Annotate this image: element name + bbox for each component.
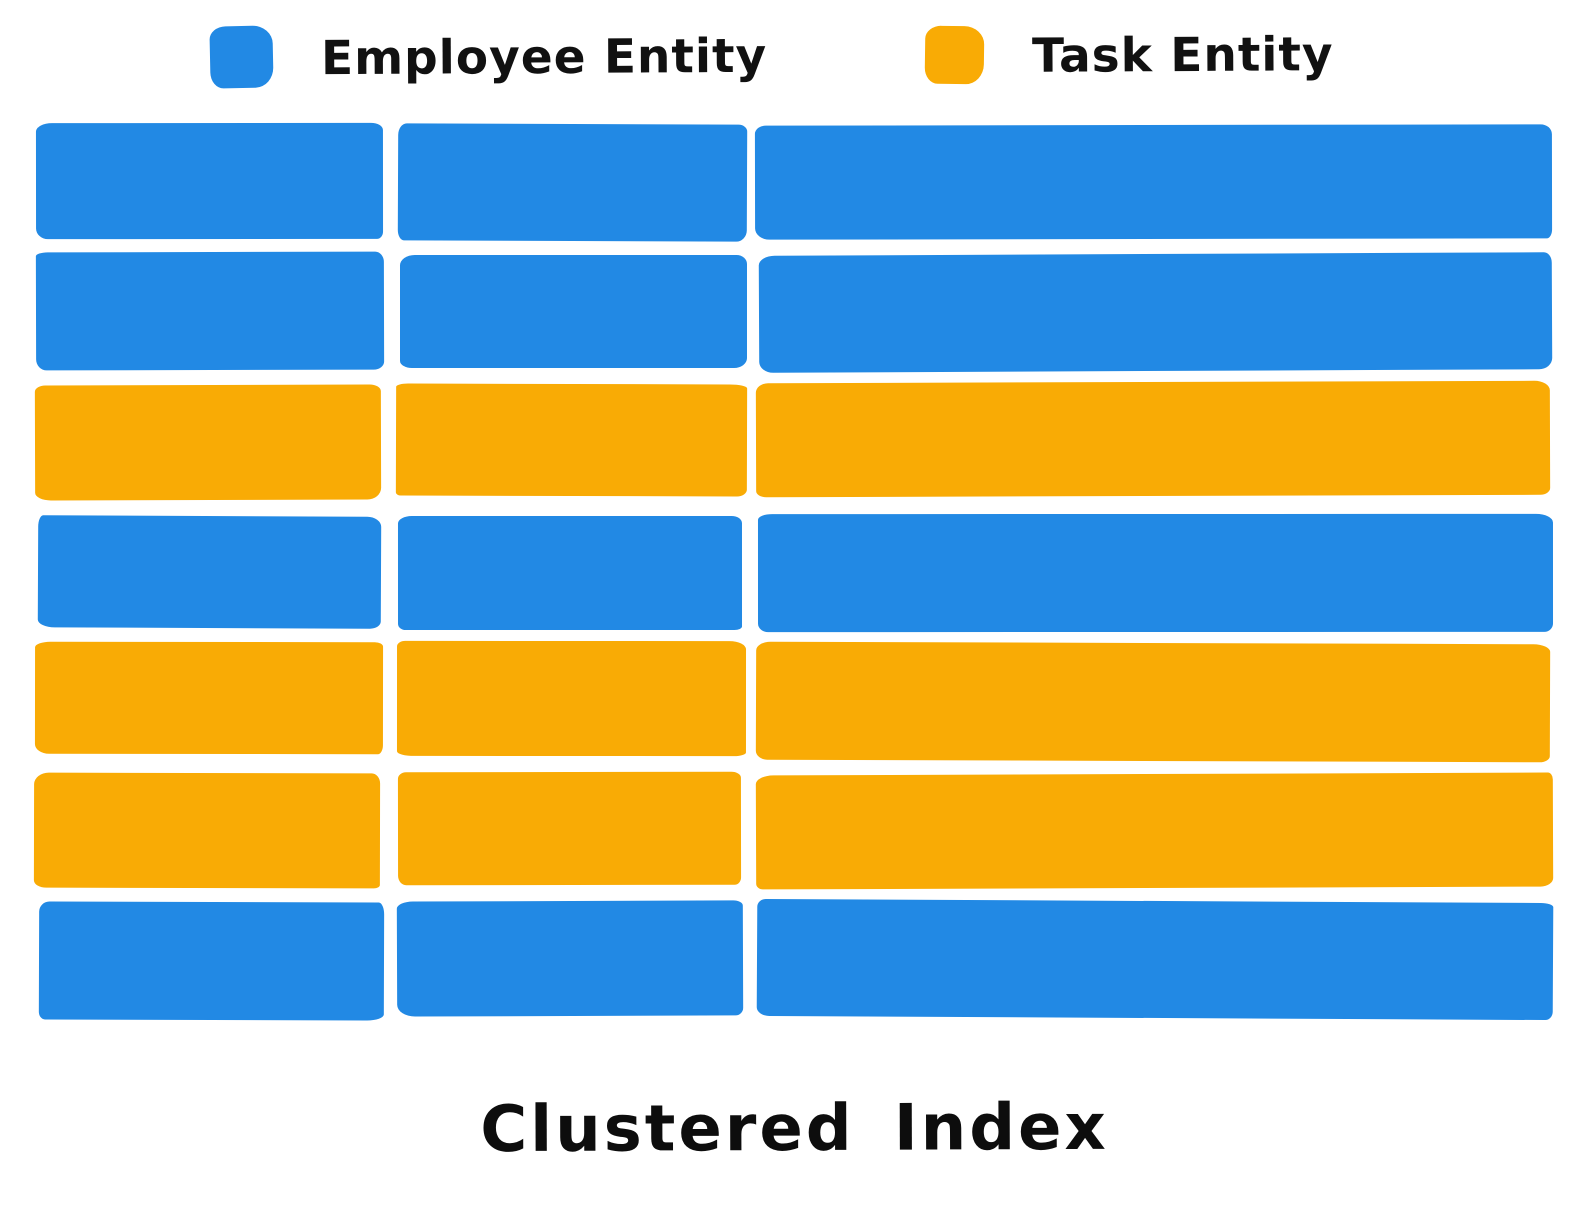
- diagram-title: Clustered Index: [480, 1090, 1109, 1168]
- grid-cell-employee: [397, 123, 748, 242]
- legend-label-employee: Employee Entity: [320, 28, 768, 86]
- grid-cell-task: [755, 772, 1554, 890]
- grid-cell-employee: [397, 515, 742, 631]
- grid-cell-employee: [756, 899, 1554, 1021]
- grid-cell-task: [34, 385, 381, 502]
- grid-cell-employee: [758, 251, 1553, 373]
- grid-cell-employee: [36, 123, 384, 240]
- grid-cell-task: [755, 641, 1551, 763]
- grid-cell-task: [396, 383, 748, 497]
- task-color-swatch-icon: [924, 25, 985, 85]
- employee-color-swatch-icon: [209, 25, 274, 89]
- grid-cell-task: [755, 380, 1550, 498]
- grid-cell-employee: [755, 124, 1553, 241]
- legend-item-task: Task Entity: [924, 25, 1334, 85]
- grid-cell-task: [33, 772, 381, 889]
- grid-cell-employee: [35, 251, 385, 371]
- grid-cell-employee: [37, 515, 382, 629]
- grid-cell-employee: [757, 513, 1553, 632]
- grid-cell-task: [34, 641, 384, 754]
- grid-cell-employee: [396, 899, 743, 1016]
- grid-cell-task: [397, 640, 747, 756]
- legend-label-task: Task Entity: [1031, 26, 1334, 84]
- grid-cell-employee: [400, 255, 748, 368]
- grid-cell-employee: [38, 901, 384, 1021]
- grid-cell-task: [397, 772, 741, 886]
- legend-item-employee: Employee Entity: [209, 25, 768, 89]
